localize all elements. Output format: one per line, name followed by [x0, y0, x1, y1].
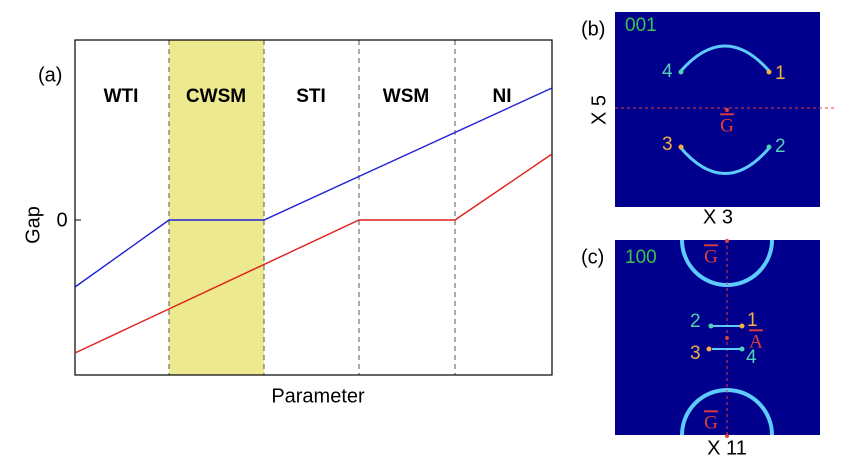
plot-frame — [74, 39, 553, 376]
point-label: 4 — [662, 61, 673, 82]
a-point — [725, 336, 729, 340]
weyl-point — [739, 346, 745, 352]
x-axis-label: Parameter — [271, 385, 365, 407]
weyl-point — [678, 144, 684, 150]
y-axis-label: Gap — [22, 206, 44, 244]
point-label: 3 — [690, 343, 701, 364]
a-label: A — [749, 331, 763, 352]
gamma-label: G — [704, 412, 718, 433]
fermi-arc — [678, 146, 772, 175]
weyl-point — [678, 69, 684, 75]
spectral-map — [615, 12, 820, 207]
panel-label: (c) — [581, 246, 604, 268]
point-label: 1 — [775, 63, 786, 84]
spectral-map — [615, 240, 820, 435]
phase-label: STI — [296, 86, 326, 107]
scale-label: X 3 — [703, 206, 733, 228]
weyl-point — [708, 323, 714, 329]
phase-label: WSM — [383, 86, 429, 107]
panel-c: (c) 100 1 2 3 4 G G A X 11 — [581, 239, 820, 459]
gamma-label: G — [704, 246, 718, 267]
point-label: 1 — [747, 310, 758, 331]
surface-label: 100 — [625, 247, 657, 268]
point-label: 3 — [662, 134, 673, 155]
fermi-arc — [678, 44, 772, 73]
gamma-label: G — [720, 115, 734, 136]
panel-label: (b) — [581, 18, 605, 40]
scale-label: X 5 — [588, 95, 610, 125]
phase-label: WTI — [104, 86, 139, 107]
y-tick-label: 0 — [56, 209, 67, 231]
red-gap-line — [74, 153, 553, 354]
point-label: 2 — [690, 311, 701, 332]
phase-dividers — [168, 40, 456, 375]
scale-label: X 11 — [707, 437, 747, 459]
surface-label: 001 — [625, 15, 657, 36]
point-label: 4 — [746, 347, 757, 368]
cwsm-band — [169, 40, 264, 375]
gamma-point — [725, 239, 729, 243]
gamma-point — [725, 108, 729, 112]
panel-label: (a) — [38, 64, 62, 86]
weyl-point — [766, 69, 772, 75]
phase-label: NI — [493, 86, 512, 107]
weyl-point — [706, 346, 712, 352]
panel-b: (b) 001 1 2 3 4 G X 5 X 3 — [581, 12, 835, 228]
blue-gap-line — [74, 87, 553, 288]
point-label: 2 — [775, 136, 786, 157]
panel-a: (a) WTI CWSM STI WSM NI 0 Gap Parameter — [22, 39, 553, 407]
weyl-point — [766, 144, 772, 150]
weyl-point — [739, 323, 745, 329]
gamma-point — [725, 434, 729, 438]
phase-label: CWSM — [186, 86, 246, 107]
